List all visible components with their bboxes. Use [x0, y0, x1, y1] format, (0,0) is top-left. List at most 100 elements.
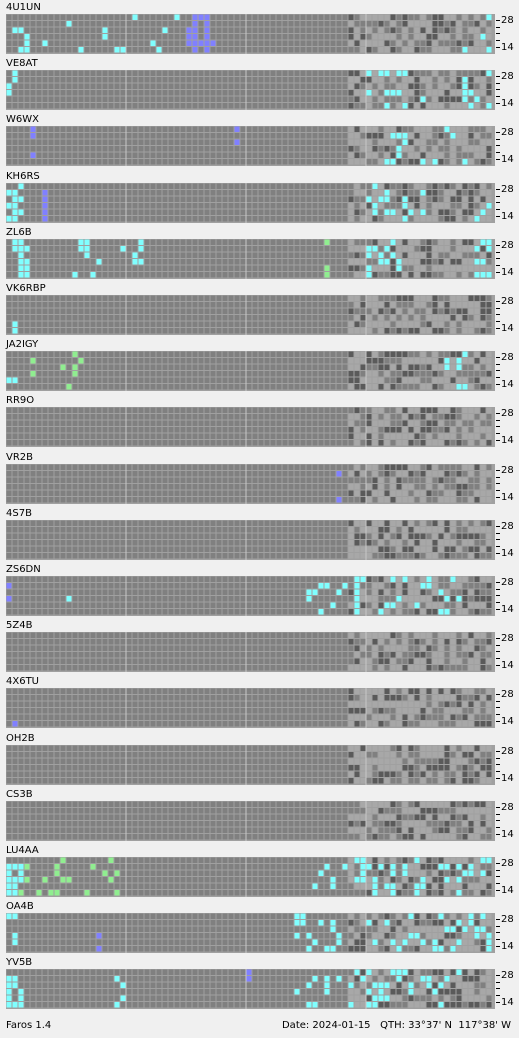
activity-cell: [180, 433, 186, 440]
activity-cell: [210, 133, 216, 139]
activity-cell: [408, 552, 414, 559]
activity-cell: [330, 384, 336, 390]
activity-cell: [120, 159, 126, 165]
activity-cell: [78, 209, 84, 215]
activity-cell: [432, 14, 438, 20]
activity-cell: [414, 239, 420, 245]
activity-cell: [114, 328, 120, 334]
activity-cell: [486, 14, 492, 20]
activity-cell: [360, 215, 366, 222]
activity-cell: [444, 496, 450, 503]
activity-cell: [330, 552, 336, 559]
activity-cell: [90, 539, 96, 546]
activity-cell: [348, 40, 354, 46]
activity-cell: [408, 470, 414, 477]
activity-cell: [36, 245, 42, 252]
activity-cell: [186, 371, 192, 377]
activity-cell: [294, 302, 300, 308]
activity-cell: [102, 384, 108, 390]
activity-cell: [270, 414, 276, 420]
activity-cell: [414, 496, 420, 503]
activity-cell: [288, 126, 294, 133]
activity-cell: [216, 202, 222, 209]
activity-cell: [234, 377, 240, 384]
activity-cell: [462, 464, 468, 470]
activity-cell: [222, 146, 228, 152]
activity-cell: [486, 464, 492, 470]
activity-cell: [108, 126, 114, 133]
activity-cell: [66, 14, 72, 20]
activity-cell: [60, 126, 66, 133]
activity-cell: [438, 328, 444, 334]
activity-cell: [384, 146, 390, 152]
activity-cell: [90, 21, 96, 27]
activity-cell: [186, 215, 192, 222]
activity-cell: [420, 159, 426, 165]
activity-cell: [426, 189, 432, 196]
activity-cell: [246, 96, 252, 103]
activity-cell: [66, 371, 72, 377]
activity-cell: [390, 358, 396, 364]
activity-cell: [438, 546, 444, 552]
activity-cell: [84, 407, 90, 414]
activity-cell: [114, 146, 120, 152]
activity-cell: [96, 539, 102, 546]
activity-cell: [282, 139, 288, 146]
activity-cell: [294, 470, 300, 477]
activity-cell: [444, 139, 450, 146]
activity-cell: [198, 302, 204, 308]
activity-cell: [348, 126, 354, 133]
activity-cell: [264, 552, 270, 559]
activity-cell: [486, 407, 492, 414]
activity-cell: [414, 321, 420, 327]
activity-cell: [348, 315, 354, 321]
activity-cell: [162, 420, 168, 427]
band-tick: [496, 152, 500, 154]
activity-cell: [6, 483, 12, 490]
activity-cell: [78, 271, 84, 278]
activity-cell: [264, 202, 270, 209]
activity-cell: [258, 520, 264, 526]
activity-cell: [450, 371, 456, 377]
activity-cell: [132, 271, 138, 278]
activity-cell: [414, 483, 420, 490]
activity-cell: [486, 470, 492, 477]
activity-cell: [180, 77, 186, 83]
activity-cell: [156, 96, 162, 103]
activity-cell: [384, 420, 390, 427]
activity-cell: [18, 77, 24, 83]
activity-cell: [186, 539, 192, 546]
activity-cell: [360, 490, 366, 496]
band-tick: [496, 83, 500, 85]
activity-cell: [450, 328, 456, 334]
activity-cell: [156, 377, 162, 384]
activity-cell: [474, 371, 480, 377]
activity-cell: [216, 96, 222, 103]
activity-cell: [150, 265, 156, 271]
activity-cell: [156, 202, 162, 209]
activity-cell: [384, 139, 390, 146]
activity-cell: [42, 47, 48, 53]
activity-cell: [306, 433, 312, 440]
activity-cell: [306, 533, 312, 539]
activity-cell: [294, 271, 300, 278]
activity-cell: [450, 427, 456, 433]
activity-cell: [204, 47, 210, 53]
activity-cell: [42, 384, 48, 390]
activity-cell: [252, 295, 258, 301]
activity-cell: [384, 133, 390, 139]
activity-cell: [72, 103, 78, 109]
activity-cell: [360, 152, 366, 159]
activity-cell: [276, 315, 282, 321]
activity-cell: [150, 483, 156, 490]
activity-cell: [252, 202, 258, 209]
activity-cell: [414, 133, 420, 139]
activity-cell: [348, 133, 354, 139]
activity-cell: [60, 27, 66, 33]
activity-cell: [198, 351, 204, 358]
activity-cell: [360, 239, 366, 245]
activity-cell: [312, 27, 318, 33]
activity-cell: [390, 533, 396, 539]
activity-cell: [390, 321, 396, 327]
activity-cell: [126, 21, 132, 27]
